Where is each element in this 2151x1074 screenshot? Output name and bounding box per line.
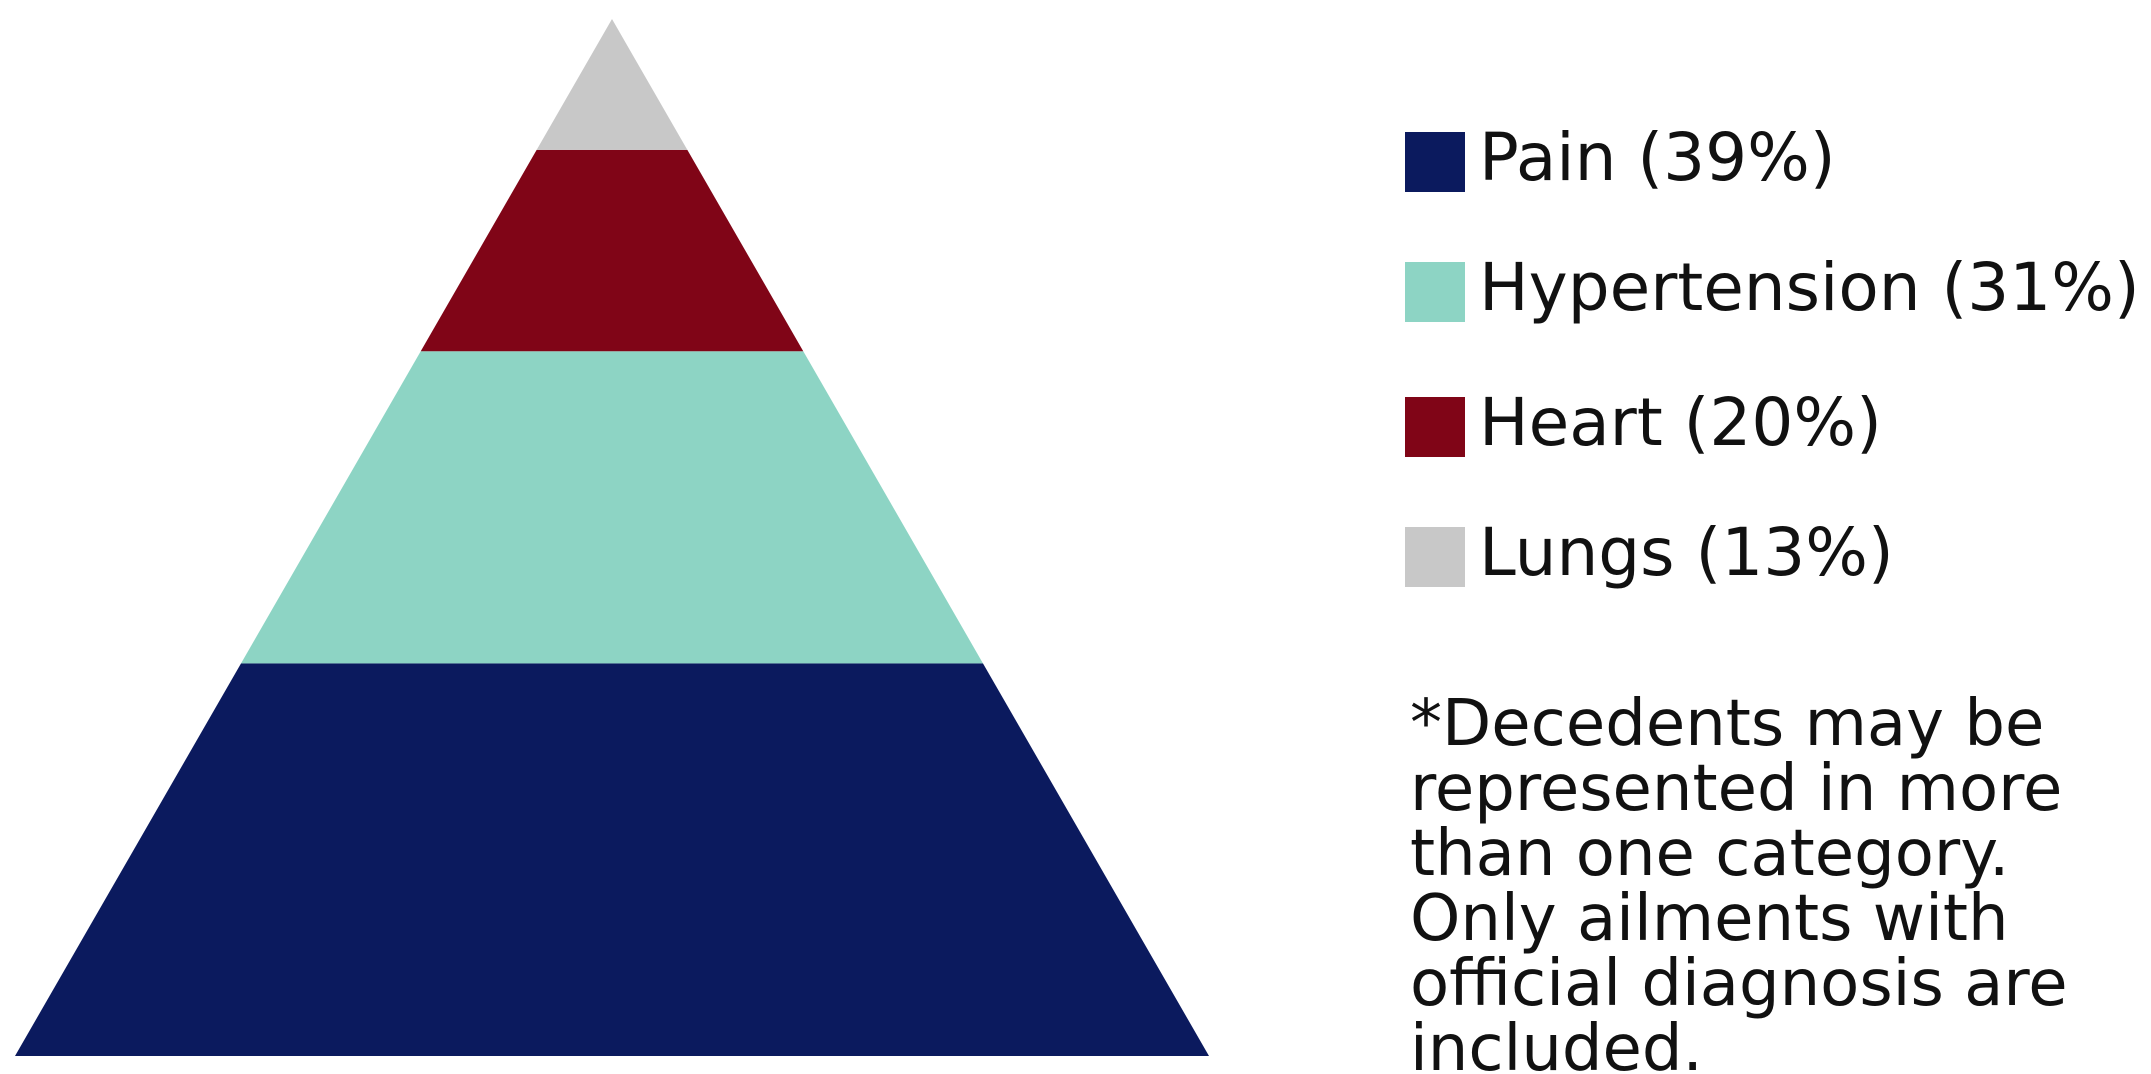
footnote-line: *Decedents may be <box>1410 687 2044 761</box>
legend-label: Lungs (13%) <box>1479 514 1894 591</box>
pyramid-segment <box>241 351 983 664</box>
legend-swatch <box>1405 527 1465 587</box>
footnote-line: official diagnosis are <box>1410 947 2068 1021</box>
legend-swatch <box>1405 262 1465 322</box>
legend-label: Pain (39%) <box>1479 119 1836 196</box>
pyramid-segment <box>15 663 1209 1056</box>
footnote-line: included. <box>1410 1012 1703 1074</box>
footnote-line: than one category. <box>1410 817 2009 891</box>
legend-label: Heart (20%) <box>1479 384 1882 461</box>
pyramid-segment <box>536 19 688 150</box>
legend-swatch <box>1405 132 1465 192</box>
footnote-line: Only ailments with <box>1410 882 2009 956</box>
pyramid-segment <box>420 149 804 352</box>
legend-label: Hypertension (31%) <box>1479 249 2140 326</box>
footnote-line: represented in more <box>1410 752 2062 826</box>
legend-swatch <box>1405 397 1465 457</box>
